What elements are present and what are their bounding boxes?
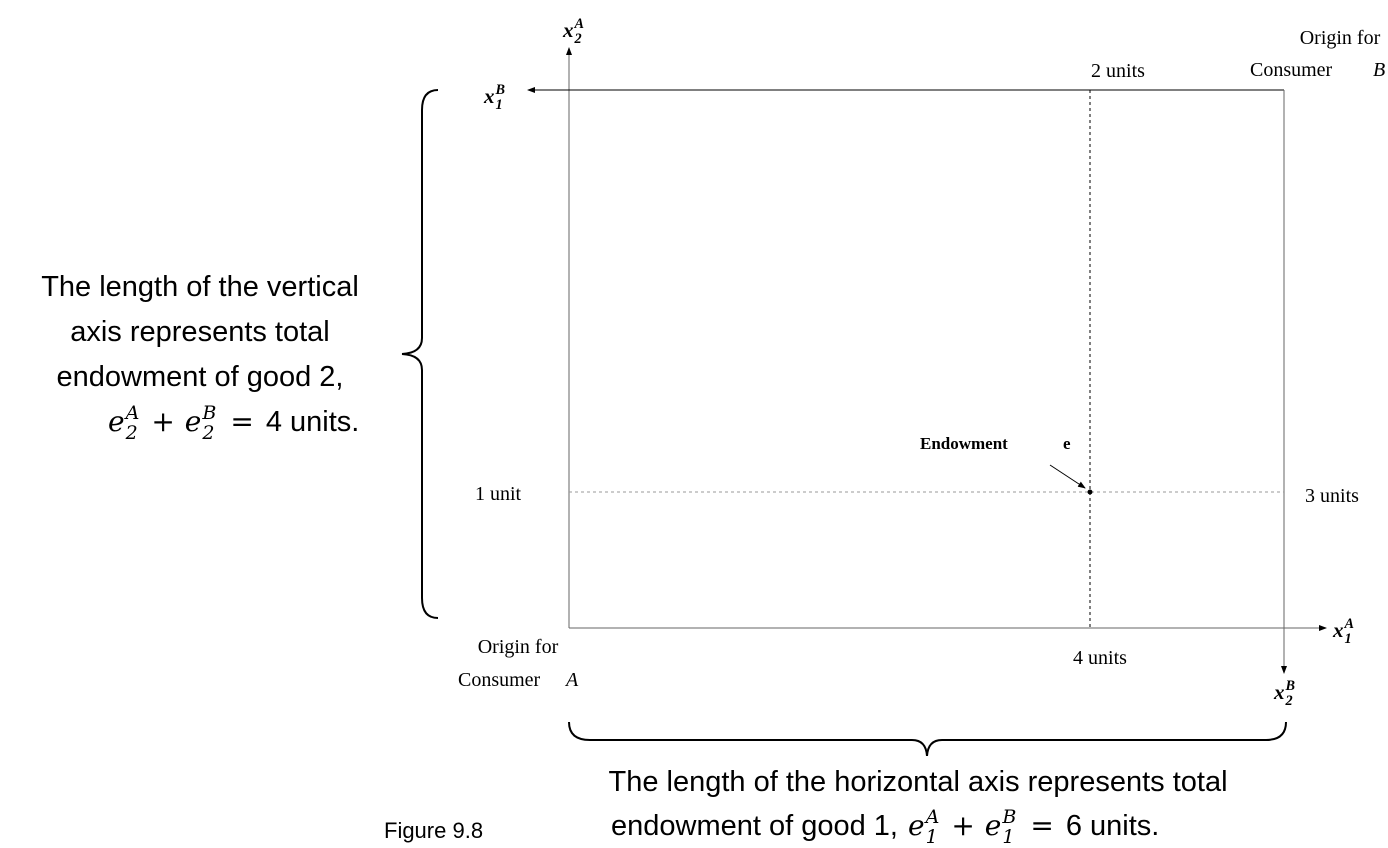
- origin-b-line1: Origin for: [1300, 27, 1381, 49]
- vertical-brace: [401, 89, 439, 619]
- symbol-base: x: [1273, 680, 1285, 704]
- horizontal-note-line: The length of the horizontal axis repres…: [608, 766, 1227, 798]
- top-units: 2 units: [1091, 60, 1145, 82]
- symbol-sup: A: [124, 402, 140, 424]
- symbol-sup: B: [201, 402, 216, 424]
- symbol-sup: A: [574, 16, 585, 32]
- symbol-sub: 2: [201, 422, 214, 444]
- symbol-base: x: [1332, 618, 1344, 642]
- endowment-pointer: [1049, 464, 1086, 489]
- symbol-base: e: [108, 405, 125, 438]
- symbol-base: x: [483, 84, 495, 108]
- formula-eq: =: [230, 405, 253, 438]
- vertical-note-line: The length of the vertical: [41, 271, 359, 303]
- symbol-sub: 1: [1002, 826, 1014, 848]
- origin-a-word: Consumer: [458, 669, 541, 691]
- symbol-sub: 1: [1345, 631, 1352, 647]
- vertical-note-line: axis represents total: [70, 316, 330, 348]
- symbol-sub: 2: [125, 422, 138, 444]
- symbol-sub: 1: [496, 97, 503, 113]
- symbol-sub: 2: [1285, 693, 1293, 709]
- right-units: 3 units: [1305, 485, 1359, 507]
- origin-b-word: Consumer: [1250, 59, 1333, 81]
- formula-eq: =: [1030, 809, 1053, 842]
- symbol-base: e: [908, 809, 925, 842]
- origin-a-letter: A: [564, 669, 579, 691]
- bottom-units: 4 units: [1073, 647, 1127, 669]
- origin-b-letter: B: [1373, 59, 1385, 81]
- symbol-base: e: [985, 809, 1002, 842]
- endowment-point: [1087, 489, 1093, 495]
- symbol-sub: 2: [574, 31, 582, 47]
- horizontal-note-prefix: endowment of good 1,: [611, 810, 898, 842]
- symbol-sup: B: [495, 82, 506, 98]
- symbol-sup: A: [1344, 616, 1355, 632]
- symbol-sub: 1: [926, 826, 938, 848]
- origin-a-line1: Origin for: [478, 636, 559, 658]
- symbol-base: x: [562, 18, 574, 42]
- endowment-word: Endowment: [920, 434, 1008, 453]
- vertical-note-line: endowment of good 2,: [57, 361, 344, 393]
- formula-plus: +: [951, 809, 974, 842]
- endowment-letter: e: [1063, 434, 1071, 453]
- figure-label: Figure 9.8: [384, 818, 483, 843]
- horizontal-brace: [568, 721, 1287, 757]
- symbol-base: e: [185, 405, 202, 438]
- symbol-sup: B: [1285, 678, 1296, 694]
- symbol-sup: A: [924, 806, 940, 828]
- formula-plus: +: [151, 405, 174, 438]
- left-units: 1 unit: [475, 483, 522, 505]
- formula-rest: 4 units.: [266, 406, 360, 438]
- formula-rest: 6 units.: [1066, 810, 1160, 842]
- symbol-sup: B: [1001, 806, 1016, 828]
